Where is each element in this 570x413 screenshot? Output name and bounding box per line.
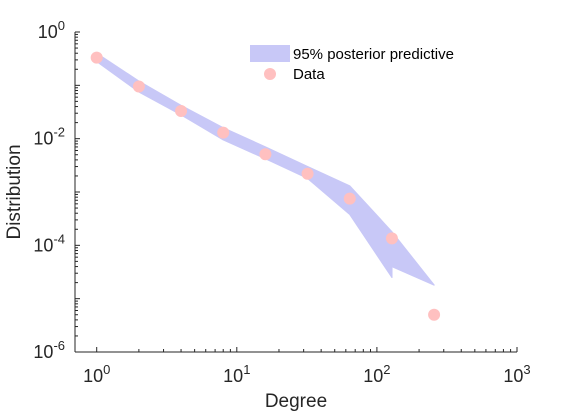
- y-ticks: 10-6 10-4 10-2 100: [33, 18, 80, 362]
- data-point: [343, 192, 356, 205]
- legend-data-label: Data: [293, 66, 325, 83]
- data-point: [428, 308, 441, 321]
- data-point: [90, 51, 103, 64]
- data-point: [301, 167, 314, 180]
- data-point: [175, 105, 188, 118]
- x-tick-label: 102: [363, 362, 390, 386]
- y-tick-label: 100: [38, 18, 65, 42]
- data-point: [217, 126, 230, 139]
- data-point: [259, 148, 272, 161]
- y-tick-label: 10-2: [33, 125, 65, 149]
- legend-data-marker: [264, 68, 276, 80]
- x-axis-label: Degree: [265, 391, 327, 412]
- posterior-band: [96, 52, 435, 286]
- legend-band-label: 95% posterior predictive: [293, 46, 454, 63]
- y-tick-label: 10-6: [33, 338, 65, 362]
- x-tick-label: 101: [223, 362, 250, 386]
- x-tick-label: 100: [83, 362, 110, 386]
- x-ticks: 100 101 102 103: [83, 347, 531, 386]
- data-point: [132, 80, 145, 93]
- y-tick-label: 10-4: [33, 231, 65, 255]
- y-axis-label: Distribution: [4, 144, 25, 239]
- x-tick-label: 103: [503, 362, 530, 386]
- legend-band-swatch: [250, 45, 290, 62]
- plot-area: [90, 51, 441, 321]
- data-point: [385, 232, 398, 245]
- legend: 95% posterior predictive Data: [250, 45, 454, 83]
